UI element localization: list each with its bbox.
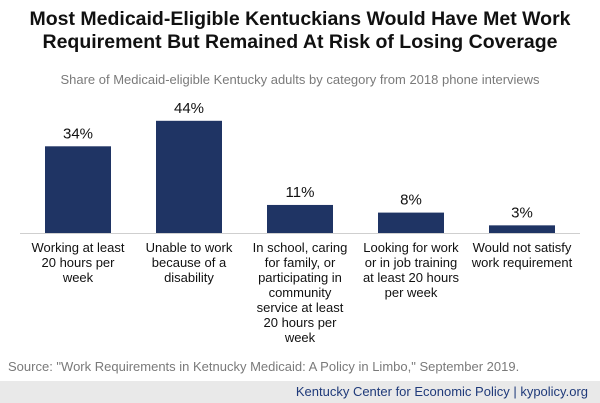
category-label-4-line-4: per week bbox=[384, 285, 438, 300]
footer-bar: Kentucky Center for Economic Policy | ky… bbox=[0, 381, 600, 403]
source-note: Source: "Work Requirements in Ketnucky M… bbox=[8, 359, 520, 374]
category-label-5-line-1: Would not satisfy bbox=[472, 240, 572, 255]
category-label-4-line-3: at least 20 hours bbox=[362, 270, 460, 285]
data-label-1: 34% bbox=[63, 125, 93, 142]
category-label-1-line-3: week bbox=[62, 270, 94, 285]
bar-3 bbox=[267, 204, 333, 233]
category-label-4-line-1: Looking for work bbox=[363, 240, 459, 255]
bar-1 bbox=[45, 146, 111, 233]
category-label-3-line-5: service at least bbox=[256, 300, 344, 315]
category-label-1: Working at least 20 hours per week bbox=[21, 240, 136, 285]
category-label-2-line-1: Unable to work bbox=[145, 240, 233, 255]
category-label-1-line-1: Working at least bbox=[31, 240, 125, 255]
data-label-5: 3% bbox=[511, 204, 533, 221]
bar-5 bbox=[489, 225, 555, 233]
category-label-4-line-2: or in job training bbox=[364, 255, 458, 270]
category-label-3-line-2: for family, or bbox=[264, 255, 336, 270]
category-label-3: In school, caring for family, or participa… bbox=[243, 240, 358, 345]
category-label-2-line-2: because of a bbox=[151, 255, 227, 270]
chart-title-line-2: Requirement But Remained At Risk of Losi… bbox=[42, 31, 558, 53]
category-label-2: Unable to work because of a disability bbox=[132, 240, 247, 285]
chart-title-line-1: Most Medicaid-Eligible Kentuckians Would… bbox=[29, 8, 571, 30]
footer-credit: Kentucky Center for Economic Policy | ky… bbox=[295, 384, 588, 399]
category-label-3-line-7: week bbox=[284, 330, 316, 345]
data-label-4: 8% bbox=[400, 192, 422, 209]
bar-4 bbox=[378, 212, 444, 233]
category-label-1-line-2: 20 hours per bbox=[41, 255, 115, 270]
bar-2 bbox=[156, 120, 222, 233]
chart-title: Most Medicaid-Eligible Kentuckians Would… bbox=[0, 8, 600, 54]
category-label-5: Would not satisfy work requirement bbox=[465, 240, 580, 270]
category-label-3-line-6: 20 hours per bbox=[263, 315, 337, 330]
data-label-2: 44% bbox=[174, 100, 204, 117]
category-label-3-line-3: participating in bbox=[258, 270, 342, 285]
category-label-5-line-2: work requirement bbox=[471, 255, 573, 270]
category-label-3-line-1: In school, caring bbox=[252, 240, 348, 255]
category-label-4: Looking for work or in job training at lea… bbox=[354, 240, 469, 300]
data-label-3: 11% bbox=[286, 184, 315, 201]
category-label-3-line-4: community bbox=[268, 285, 332, 300]
chart-subtitle: Share of Medicaid-eligible Kentucky adul… bbox=[60, 72, 540, 87]
category-label-2-line-3: disability bbox=[164, 270, 214, 285]
